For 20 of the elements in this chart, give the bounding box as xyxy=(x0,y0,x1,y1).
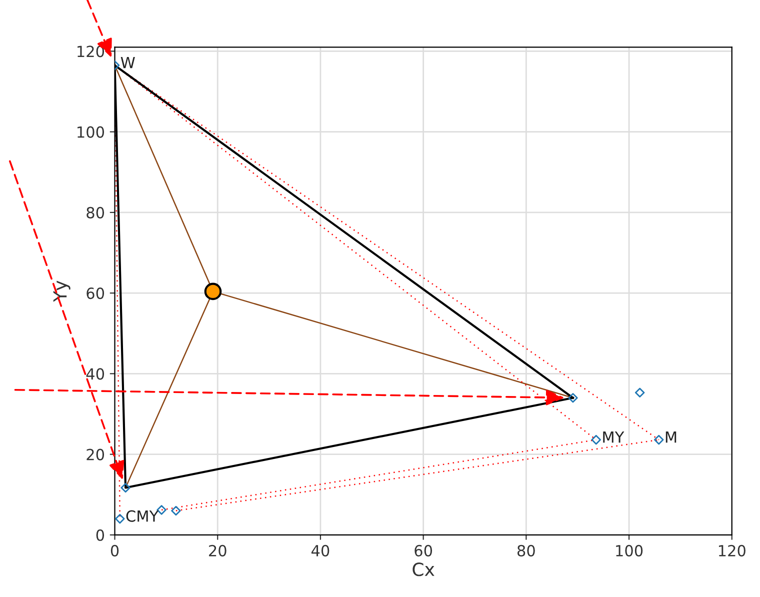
y-tick-label: 40 xyxy=(86,368,104,380)
y-tick-label: 20 xyxy=(86,448,104,460)
annotation: MY xyxy=(603,431,624,443)
annotation: W xyxy=(120,56,135,68)
y-tick-label: 100 xyxy=(78,126,104,138)
x-tick-label: 100 xyxy=(616,544,643,556)
x-tick-label: 120 xyxy=(718,544,746,556)
annotation: CMY xyxy=(126,510,159,522)
x-tick-label: 20 xyxy=(209,544,226,556)
x-tick-label: 40 xyxy=(311,544,330,556)
y-tick-label: 0 xyxy=(96,529,104,541)
y-tick-label: 120 xyxy=(78,46,104,58)
y-tick-label: 60 xyxy=(86,288,104,300)
x-tick-label: 0 xyxy=(110,544,119,556)
x-tick-label: 80 xyxy=(517,544,535,556)
y-axis-title: Yy xyxy=(53,280,70,302)
y-tick-label: 80 xyxy=(86,206,104,218)
x-tick-label: 60 xyxy=(414,544,432,556)
x-axis-title: Cx xyxy=(412,562,434,576)
annotation: M xyxy=(666,431,676,443)
